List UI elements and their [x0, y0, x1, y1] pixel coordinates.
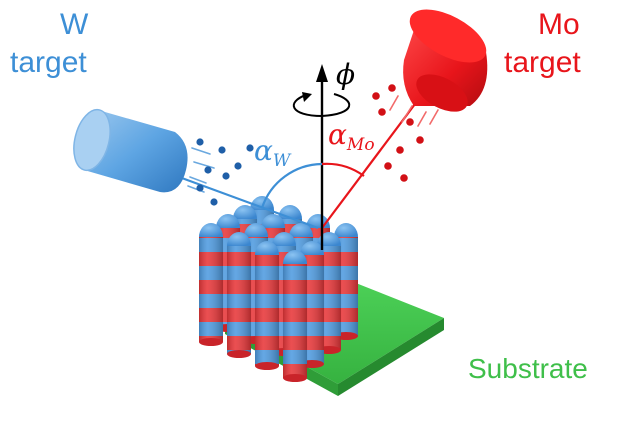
w-target-label-line2: target: [10, 46, 87, 79]
nanopillar: [227, 232, 251, 358]
nanopillar: [255, 241, 279, 370]
mo-target-label-line1: Mo: [538, 8, 580, 41]
w-atoms: [196, 138, 254, 206]
alpha-mo-label: αMo: [328, 118, 375, 155]
alpha-w-label: αW: [254, 134, 292, 171]
mo-atoms: [372, 84, 424, 182]
w-beam-line: [159, 168, 319, 230]
nanopillar-array: [199, 196, 358, 382]
phi-label: ϕ: [336, 58, 355, 91]
w-target-label-line1: W: [60, 8, 89, 41]
nanopillar: [283, 250, 307, 382]
w-target-cylinder: [73, 108, 188, 193]
alpha-w-arc: [260, 162, 323, 209]
substrate-label: Substrate: [468, 353, 588, 384]
alpha-mo-arc: [321, 162, 365, 177]
mo-target-cylinder: [403, 9, 488, 112]
nanopillar: [199, 223, 223, 346]
mo-sputter-streaks: [389, 95, 439, 127]
mo-target-label-line2: target: [504, 46, 581, 79]
